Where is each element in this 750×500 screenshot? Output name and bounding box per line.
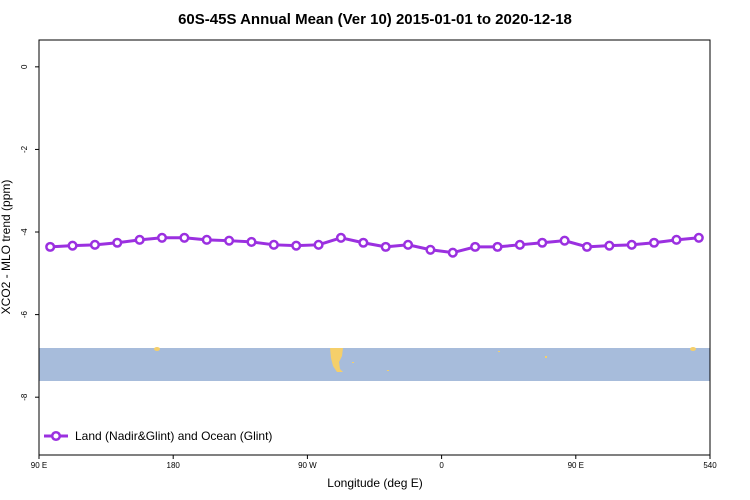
point [112,237,123,248]
point [45,241,56,252]
point [89,239,100,250]
x-tick-label: 0 [439,461,444,470]
point [358,237,369,248]
point [693,232,704,243]
point [313,239,324,250]
point [246,236,257,247]
x-tick-label: 90 E [31,461,47,470]
point [514,239,525,250]
point [537,237,548,248]
point [425,244,436,255]
legend-label: Land (Nadir&Glint) and Ocean (Glint) [75,429,272,443]
x-tick-label: 90 W [298,461,317,470]
point [291,240,302,251]
x-axis-label: Longitude (deg E) [327,476,422,490]
point [649,237,660,248]
y-tick-label: -8 [20,393,29,401]
point [559,235,570,246]
point [626,239,637,250]
point [134,234,145,245]
point [470,241,481,252]
x-tick-label: 90 E [568,461,584,470]
point [67,240,78,251]
map-ocean [39,348,710,381]
series-line [50,236,699,255]
point [224,235,235,246]
y-tick-label: -6 [20,311,29,319]
map-land [154,347,696,372]
point [492,241,503,252]
point [447,247,458,258]
point [335,232,347,243]
x-tick-label: 540 [703,461,717,470]
y-axis-label: XCO2 - MLO trend (ppm) [0,180,13,315]
chart-title: 60S-45S Annual Mean (Ver 10) 2015-01-01 … [178,11,572,28]
plot-frame [38,39,711,456]
point [581,241,593,252]
point [201,234,212,245]
legend-marker [50,430,62,442]
point [156,232,168,243]
point [380,241,391,252]
y-tick-label: 0 [20,64,29,69]
point [179,232,190,243]
point [268,239,279,250]
x-tick-label: 180 [167,461,181,470]
point [604,240,615,251]
point [403,239,414,250]
y-tick-label: -4 [20,228,29,236]
point [671,234,682,245]
y-tick-label: -2 [20,145,29,153]
